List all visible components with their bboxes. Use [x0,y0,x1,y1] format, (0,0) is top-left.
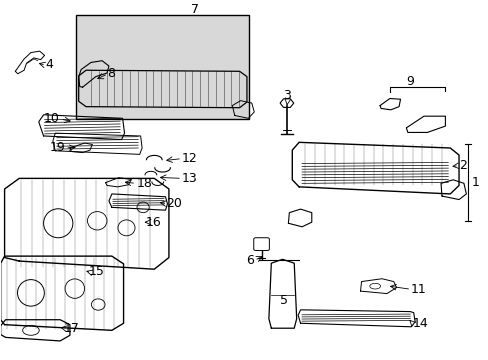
Text: 18: 18 [136,177,152,190]
Text: 20: 20 [166,197,182,210]
Text: 19: 19 [49,141,65,154]
Text: 8: 8 [107,67,115,80]
Bar [76,15,249,119]
Text: 5: 5 [280,294,288,307]
Text: 17: 17 [64,322,80,335]
Text: 6: 6 [246,254,254,267]
Text: 11: 11 [409,283,425,296]
Text: 15: 15 [88,265,104,278]
FancyBboxPatch shape [253,238,269,251]
Text: 7: 7 [190,3,198,16]
Text: 12: 12 [182,152,198,165]
Text: 14: 14 [412,317,427,330]
Text: 3: 3 [283,89,291,102]
Text: 9: 9 [406,75,413,88]
Text: 1: 1 [470,176,478,189]
Text: 4: 4 [45,58,53,71]
Text: 2: 2 [458,159,466,172]
Text: 10: 10 [43,112,59,125]
Text: 13: 13 [182,172,198,185]
Text: 16: 16 [146,216,162,229]
